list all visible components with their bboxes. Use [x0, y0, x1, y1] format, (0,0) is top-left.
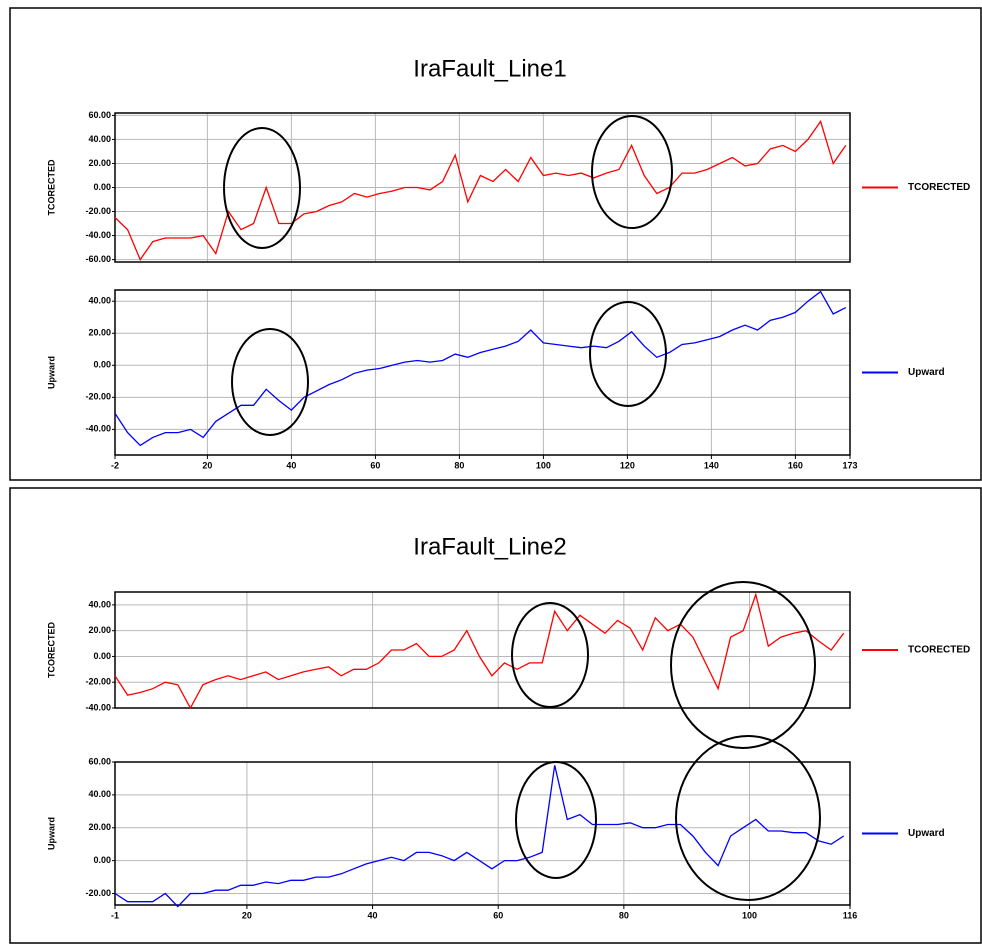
highlight-ellipse: [675, 735, 821, 901]
y-axis-label: TCORECTED: [46, 622, 56, 679]
data-line: [114, 119, 847, 261]
y-tick-label: 40.00: [88, 296, 111, 306]
highlight-ellipse: [670, 581, 816, 749]
annotations: [223, 115, 821, 901]
legend-label: Upward: [908, 828, 945, 839]
y-tick-label: -60.00: [85, 254, 111, 264]
x-tick-label: 40: [368, 910, 378, 920]
x-tick-label: 60: [370, 460, 380, 470]
y-tick-label: -40.00: [85, 702, 111, 712]
highlight-ellipse: [589, 301, 667, 407]
plot-area: [115, 762, 850, 905]
y-tick-label: 40.00: [88, 599, 111, 609]
highlight-ellipse: [591, 115, 673, 229]
figure-frame: [9, 487, 982, 944]
y-tick-label: -20.00: [85, 677, 111, 687]
y-tick-label: 0.00: [93, 855, 111, 865]
legend-label: Upward: [908, 367, 945, 378]
data-line: [114, 592, 845, 710]
y-tick-label: 20.00: [88, 328, 111, 338]
x-tick-label: 80: [454, 460, 464, 470]
highlight-ellipse: [515, 761, 597, 879]
y-tick-label: 20.00: [88, 822, 111, 832]
x-tick-label: 40: [286, 460, 296, 470]
y-tick-label: 0.00: [93, 360, 111, 370]
y-tick-label: 20.00: [88, 158, 111, 168]
plot-area: [115, 592, 850, 708]
plot-area: [115, 290, 850, 455]
x-tick-label: 20: [202, 460, 212, 470]
x-tick-label: 116: [843, 910, 858, 920]
y-tick-label: -40.00: [85, 424, 111, 434]
y-tick-label: -40.00: [85, 230, 111, 240]
y-tick-label: 40.00: [88, 134, 111, 144]
highlight-ellipse: [231, 328, 309, 436]
figure-frame: [9, 7, 982, 481]
y-axis-label: TCORECTED: [46, 159, 56, 216]
y-axis-label: Upward: [46, 817, 56, 850]
y-tick-label: 60.00: [88, 756, 111, 766]
x-tick-label: 100: [742, 910, 757, 920]
x-tick-label: 100: [536, 460, 551, 470]
highlight-ellipse: [511, 602, 589, 708]
y-tick-label: 20.00: [88, 625, 111, 635]
y-tick-label: -20.00: [85, 392, 111, 402]
x-tick-label: 160: [788, 460, 803, 470]
plot-frame: [114, 112, 851, 263]
y-tick-label: -20.00: [85, 888, 111, 898]
chart-title: IraFault_Line2: [413, 533, 566, 560]
x-tick-label: 60: [493, 910, 503, 920]
x-tick-label: 80: [619, 910, 629, 920]
x-tick-label: -1: [111, 910, 119, 920]
plot-frame: [114, 289, 851, 456]
x-tick-label: 20: [242, 910, 252, 920]
y-tick-label: 0.00: [93, 651, 111, 661]
y-tick-label: 60.00: [88, 110, 111, 120]
y-tick-label: -20.00: [85, 206, 111, 216]
x-tick-label: 140: [704, 460, 719, 470]
legend-label: TCORECTED: [908, 645, 970, 656]
data-line: [114, 765, 845, 908]
x-tick-label: 173: [842, 460, 857, 470]
legend-label: TCORECTED: [908, 182, 970, 193]
y-tick-label: 0.00: [93, 182, 111, 192]
chart-title: IraFault_Line1: [413, 55, 566, 82]
x-tick-label: -2: [111, 460, 119, 470]
y-axis-label: Upward: [46, 356, 56, 389]
plot-frame: [114, 591, 851, 709]
highlight-ellipse: [223, 127, 301, 249]
plot-frame: [114, 761, 851, 906]
plots: IraFault_Line1-60.00-40.00-20.000.0020.0…: [46, 55, 970, 920]
x-tick-label: 120: [620, 460, 635, 470]
y-tick-label: 40.00: [88, 789, 111, 799]
